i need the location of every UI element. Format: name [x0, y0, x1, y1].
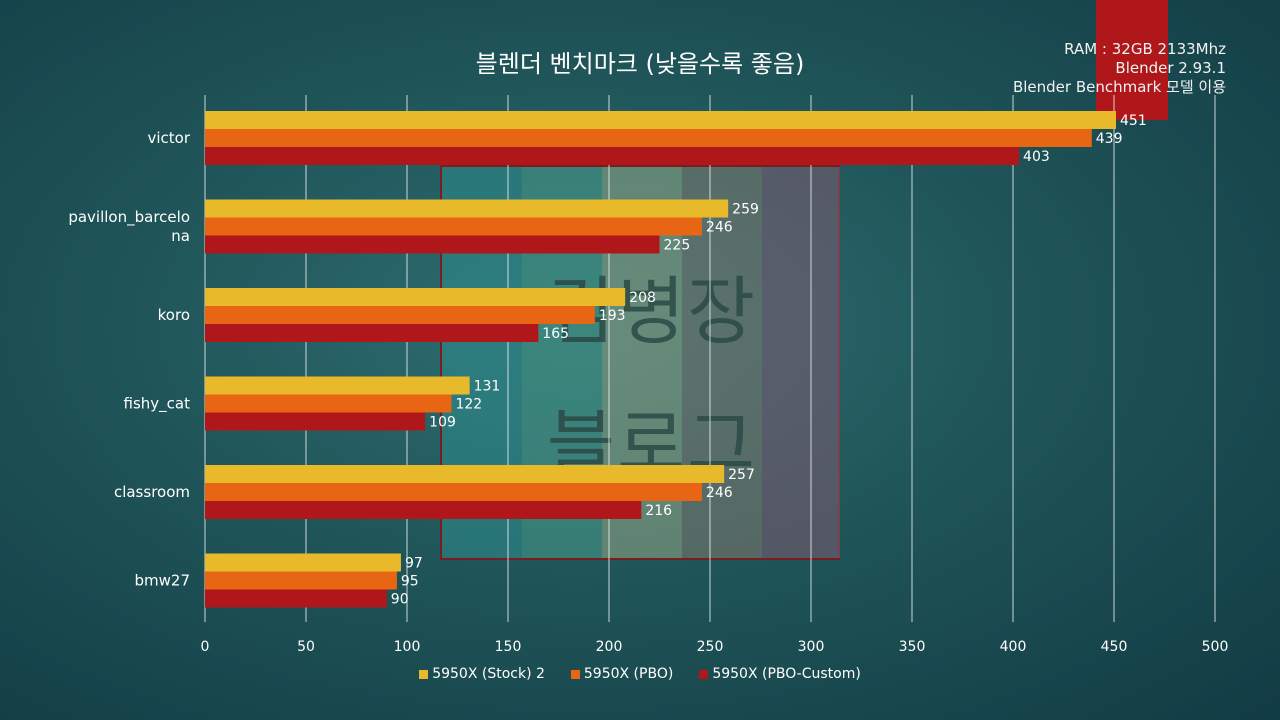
bar — [205, 217, 702, 236]
bar — [205, 147, 1020, 165]
legend-item: 5950X (Stock) 2 — [419, 666, 545, 682]
x-tick-label: 500 — [1202, 639, 1229, 655]
bar — [205, 199, 729, 218]
data-label: 246 — [706, 485, 733, 501]
decorative-red-block — [1096, 0, 1168, 120]
x-tick-label: 400 — [1000, 639, 1027, 655]
legend-item: 5950X (PBO) — [570, 666, 674, 682]
system-info: RAM : 32GB 2133Mhz Blender 2.93.1 Blende… — [1013, 40, 1226, 97]
bar — [205, 306, 595, 324]
category-label: koro — [158, 306, 190, 324]
data-label: 439 — [1096, 131, 1123, 147]
x-tick-label: 100 — [394, 639, 421, 655]
bar — [205, 394, 452, 413]
bar — [205, 553, 401, 572]
x-tick-label: 300 — [798, 639, 825, 655]
bar — [205, 501, 642, 519]
legend-label: 5950X (Stock) 2 — [432, 666, 545, 682]
data-label: 90 — [391, 592, 409, 608]
category-label: pavillon_barcelo — [68, 208, 190, 227]
category-label: bmw27 — [135, 572, 191, 590]
category-label: victor — [147, 129, 190, 147]
bar — [205, 129, 1092, 147]
x-tick-label: 250 — [697, 639, 724, 655]
bar — [205, 235, 660, 254]
category-label: classroom — [114, 483, 190, 501]
data-label: 257 — [728, 467, 755, 483]
bar — [205, 111, 1117, 129]
chart-title: 블렌더 벤치마크 (낮을수록 좋음) — [475, 50, 805, 78]
data-label: 95 — [401, 574, 419, 590]
data-label: 451 — [1120, 113, 1147, 129]
data-label: 246 — [706, 220, 733, 236]
legend-label: 5950X (PBO) — [583, 666, 674, 682]
data-label: 131 — [474, 379, 501, 395]
bar — [205, 288, 626, 306]
x-tick-label: 50 — [297, 639, 315, 655]
data-label: 403 — [1023, 149, 1050, 165]
bar — [205, 324, 539, 342]
bar — [205, 376, 470, 395]
info-benchmark-note: Blender Benchmark 모델 이용 — [1012, 78, 1226, 96]
info-blender-version: Blender 2.93.1 — [1115, 59, 1226, 77]
data-label: 216 — [645, 503, 672, 519]
info-ram: RAM : 32GB 2133Mhz — [1064, 40, 1226, 58]
legend-swatch — [699, 669, 709, 679]
data-label: 193 — [599, 308, 626, 324]
bar — [205, 465, 725, 483]
x-tick-label: 450 — [1101, 639, 1128, 655]
data-label: 122 — [455, 397, 482, 413]
data-label: 208 — [629, 290, 656, 306]
x-tick-label: 0 — [201, 639, 210, 655]
data-label: 97 — [405, 556, 423, 572]
bar — [205, 483, 702, 501]
category-label: na — [171, 227, 190, 245]
data-label: 259 — [732, 202, 759, 218]
bar — [205, 571, 397, 590]
legend-label: 5950X (PBO-Custom) — [712, 666, 861, 682]
x-tick-label: 200 — [596, 639, 623, 655]
x-tick-label: 150 — [495, 639, 522, 655]
legend-item: 5950X (PBO-Custom) — [699, 666, 861, 682]
data-label: 165 — [542, 326, 569, 342]
legend: 5950X (Stock) 2 5950X (PBO) 5950X (PBO-Cus… — [0, 666, 1280, 682]
data-label: 225 — [664, 238, 691, 254]
data-label: 109 — [429, 415, 456, 431]
x-tick-label: 350 — [899, 639, 926, 655]
bar — [205, 412, 426, 431]
bar — [205, 589, 387, 608]
category-label: fishy_cat — [124, 395, 191, 414]
legend-swatch — [570, 669, 580, 679]
legend-swatch — [419, 669, 429, 679]
